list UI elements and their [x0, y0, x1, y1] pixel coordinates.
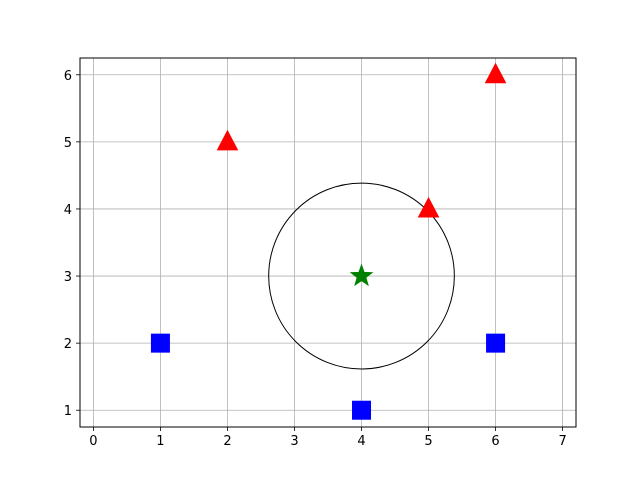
- square-marker: [352, 400, 372, 420]
- x-tick-label: 6: [491, 434, 499, 449]
- x-tick-label: 1: [156, 434, 164, 449]
- y-tick-label: 1: [64, 404, 72, 419]
- axis-ticks: 0 1 2 3 4 5 6 7 1 2 3 4 5 6: [64, 69, 567, 449]
- star-marker: [349, 263, 374, 287]
- x-tick-label: 5: [424, 434, 432, 449]
- y-tick-label: 6: [64, 69, 72, 84]
- triangle-marker: [417, 196, 440, 218]
- x-tick-label: 4: [357, 434, 365, 449]
- square-marker: [486, 333, 506, 353]
- triangle-marker: [484, 62, 507, 84]
- x-tick-label: 0: [89, 434, 97, 449]
- square-marker: [150, 333, 170, 353]
- y-tick-label: 3: [64, 270, 72, 285]
- overlay-shapes: [268, 182, 455, 370]
- y-tick-label: 5: [64, 136, 72, 151]
- x-tick-label: 7: [558, 434, 566, 449]
- x-tick-label: 3: [290, 434, 298, 449]
- grid-lines: [80, 58, 576, 427]
- x-tick-label: 2: [223, 434, 231, 449]
- data-markers: [150, 62, 507, 420]
- y-tick-label: 4: [64, 203, 72, 218]
- y-tick-label: 2: [64, 337, 72, 352]
- triangle-marker: [216, 129, 239, 151]
- circle-outline: [268, 182, 455, 370]
- plot-frame: [79, 57, 577, 428]
